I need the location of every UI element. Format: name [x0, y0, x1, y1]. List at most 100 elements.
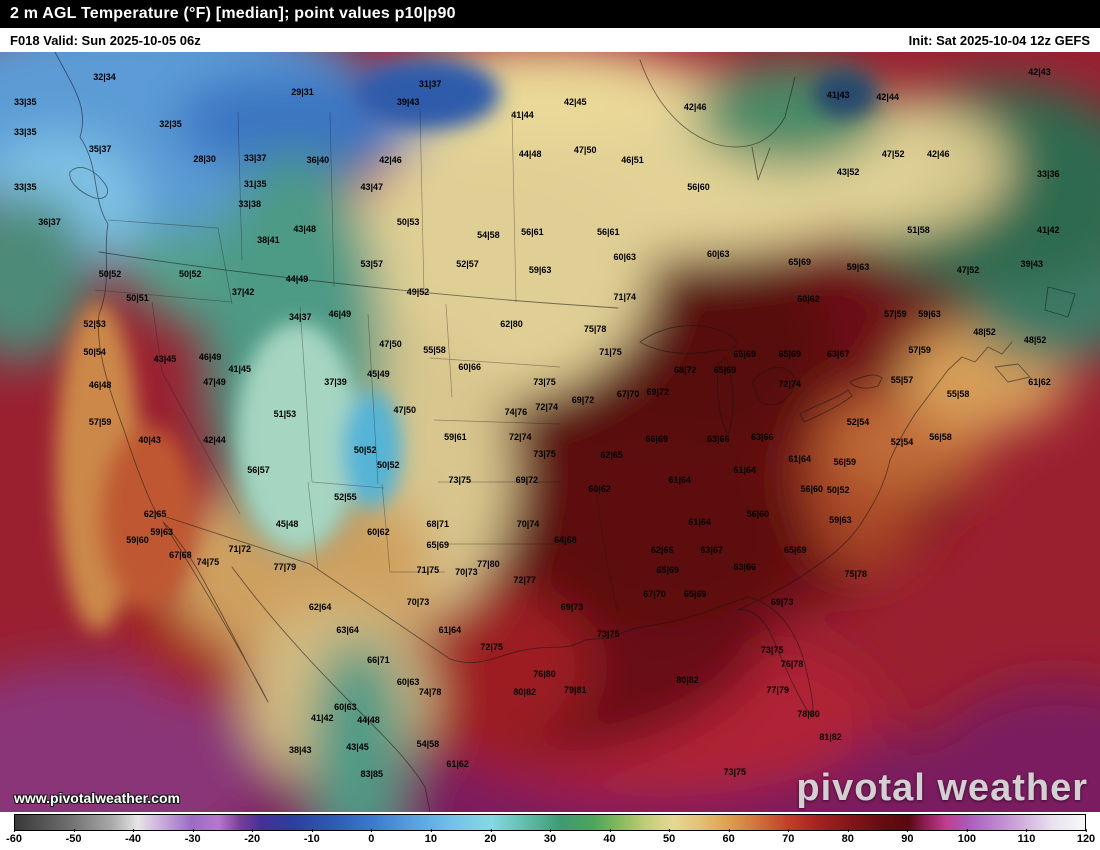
- point-value: 42|46: [683, 101, 707, 112]
- point-value: 72|74: [778, 379, 802, 390]
- point-value: 42|45: [564, 97, 587, 108]
- temperature-map[interactable]: 32|34 33|35 29|31 31|37 39|43 41|44 42|45 42|46…: [0, 52, 1100, 812]
- point-value: 60|62: [367, 527, 390, 538]
- point-value: 33|37: [243, 152, 267, 163]
- point-value: 65|69: [733, 348, 756, 359]
- point-value: 62|66: [650, 544, 674, 555]
- point-value: 43|45: [153, 354, 177, 365]
- point-value: 59|63: [150, 527, 173, 538]
- point-value: 71|75: [599, 347, 622, 358]
- point-value: 71|72: [228, 544, 252, 555]
- point-value: 70|73: [406, 597, 430, 608]
- point-value: 63|67: [700, 544, 723, 555]
- point-value: 48|52: [1023, 335, 1047, 346]
- point-value: 55|58: [946, 389, 970, 399]
- point-value: 42|46: [379, 154, 402, 165]
- point-value: 79|81: [564, 684, 587, 695]
- point-value: 55|57: [890, 375, 914, 386]
- point-value: 68|72: [674, 364, 697, 375]
- point-value: 71|75: [416, 565, 440, 576]
- colorbar-tick-label: -40: [125, 829, 142, 845]
- point-value: 77|80: [477, 559, 500, 570]
- point-value: 49|52: [406, 287, 430, 298]
- point-value: 63|66: [751, 432, 774, 443]
- valid-time-label: F018 Valid: Sun 2025-10-05 06z: [10, 32, 201, 48]
- point-value: 60|63: [707, 249, 730, 260]
- point-value: 60|62: [797, 294, 820, 304]
- point-value: 76|78: [780, 658, 804, 669]
- point-value: 33|35: [14, 97, 37, 108]
- point-value: 75|78: [583, 323, 607, 334]
- point-value: 65|69: [778, 348, 802, 359]
- colorbar-tick-label: -50: [65, 829, 82, 845]
- point-value: 33|38: [238, 199, 261, 209]
- point-value: 62|65: [600, 449, 623, 460]
- colorbar-tick-label: 20: [484, 829, 497, 845]
- colorbar-tick-label: -60: [6, 829, 22, 845]
- point-value: 32|35: [159, 119, 182, 130]
- state-lines: [94, 109, 619, 613]
- point-value: 50|51: [126, 293, 149, 304]
- point-value: 44|48: [357, 715, 380, 726]
- point-value: 56|57: [247, 465, 270, 475]
- watermark-url: www.pivotalweather.com: [14, 790, 180, 806]
- point-value: 41|45: [228, 363, 252, 374]
- point-value: 41|44: [511, 110, 534, 121]
- point-value: 43|48: [293, 224, 316, 235]
- point-value: 73|75: [723, 766, 747, 777]
- point-value: 60|66: [458, 361, 481, 372]
- point-value: 74|78: [418, 686, 442, 697]
- point-value: 36|40: [306, 154, 330, 165]
- title-bar: 2 m AGL Temperature (°F) [median]; point…: [0, 0, 1100, 28]
- point-value: 56|60: [800, 484, 824, 494]
- colorbar-tick-label: 110: [1017, 829, 1036, 845]
- point-value: 41|42: [311, 712, 334, 723]
- point-value: 71|74: [613, 291, 637, 302]
- point-value: 60|63: [396, 677, 420, 688]
- point-value: 59|63: [528, 265, 552, 276]
- point-value: 59|63: [846, 262, 870, 273]
- point-value: 69|73: [770, 597, 794, 608]
- point-value: 45|48: [275, 518, 299, 529]
- point-value: 72|77: [513, 575, 536, 586]
- point-value: 44|48: [518, 148, 542, 159]
- colorbar-ticks: -60 -50 -40 -30 -20 -10 0 10 20 30 40 50 60 70 80 90 100…: [6, 829, 1095, 846]
- point-value: 62|65: [143, 509, 167, 520]
- point-value: 54|58: [477, 230, 500, 241]
- point-value: 65|69: [784, 544, 807, 555]
- point-value: 34|37: [289, 312, 312, 323]
- colorbar-tick-label: 90: [901, 829, 914, 845]
- point-value: 55|58: [423, 344, 446, 355]
- colorbar-tick-label: 100: [957, 829, 977, 845]
- point-value: 63|67: [826, 348, 850, 359]
- point-value: 50|52: [377, 459, 400, 470]
- point-value: 63|66: [707, 433, 730, 444]
- point-value: 35|37: [88, 144, 112, 155]
- point-value: 46|48: [88, 379, 112, 390]
- point-value: 57|59: [884, 309, 907, 320]
- point-value: 31|35: [243, 179, 267, 190]
- point-value: 36|37: [38, 217, 61, 228]
- point-value: 47|52: [881, 148, 905, 159]
- point-value: 56|60: [746, 509, 770, 520]
- point-value: 61|64: [733, 465, 756, 475]
- point-value: 56|61: [521, 227, 544, 238]
- point-value: 73|75: [533, 376, 556, 387]
- pivotalweather-logo: pivotal weather: [796, 767, 1088, 809]
- map-title: 2 m AGL Temperature (°F) [median]; point…: [10, 5, 456, 22]
- point-value: 50|52: [179, 268, 202, 279]
- point-value: 52|57: [456, 259, 479, 270]
- point-value: 52|55: [334, 492, 357, 503]
- point-value: 60|62: [588, 484, 611, 494]
- map-borders: [54, 52, 1076, 812]
- colorbar-tick-label: -10: [303, 829, 320, 845]
- point-value: 65|69: [713, 364, 737, 375]
- point-value: 47|50: [573, 145, 597, 156]
- point-value: 46|51: [621, 154, 644, 165]
- point-value: 60|63: [334, 702, 357, 713]
- point-value: 56|61: [597, 227, 620, 238]
- point-value: 72|74: [535, 401, 558, 412]
- point-value: 61|64: [688, 516, 711, 527]
- point-value: 53|57: [360, 259, 384, 270]
- point-value: 77|79: [766, 684, 789, 695]
